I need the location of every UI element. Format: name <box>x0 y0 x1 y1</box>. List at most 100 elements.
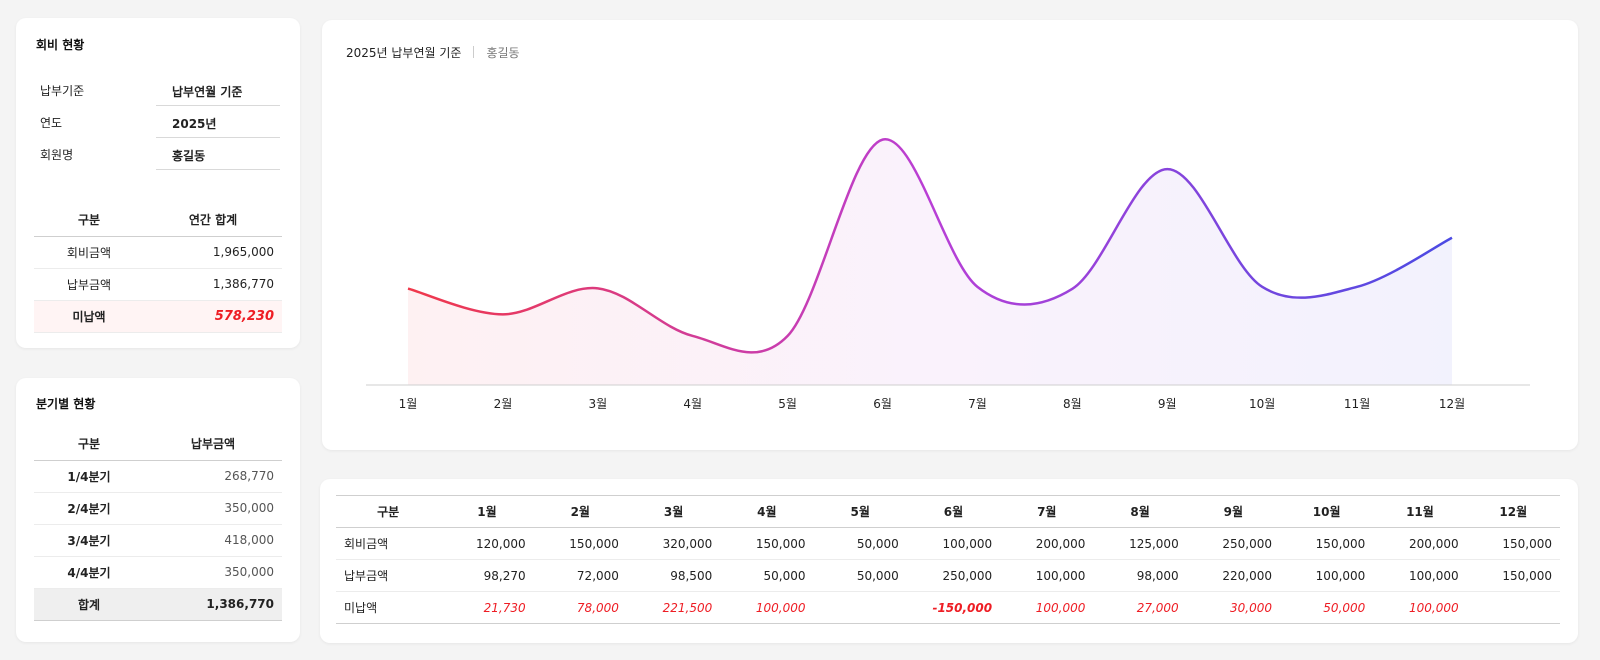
x-tick-label: 6월 <box>873 397 892 411</box>
info-value: 납부연월 기준 <box>156 74 280 106</box>
monthly-card: 구분 1월 2월 3월 4월 5월 6월 7월 8월 9월 10월 11월 12월 회비금액 120,00… <box>320 479 1578 643</box>
x-tick-label: 8월 <box>1063 397 1082 411</box>
x-tick-label: 2월 <box>494 397 513 411</box>
x-tick-label: 3월 <box>588 397 607 411</box>
month-cell: 221,500 <box>626 591 721 624</box>
table-row: 3/4분기 418,000 <box>34 524 282 557</box>
data-point[interactable] <box>1260 285 1264 289</box>
row-label: 1/4분기 <box>34 460 144 493</box>
row-label: 4/4분기 <box>34 556 144 589</box>
data-point[interactable] <box>1070 287 1074 291</box>
info-label: 연도 <box>40 116 63 130</box>
month-cell: 150,000 <box>1466 527 1560 560</box>
month-cell: 220,000 <box>1186 559 1280 592</box>
month-cell: 100,000 <box>1000 559 1094 592</box>
x-tick-label: 11월 <box>1344 397 1370 411</box>
x-tick-label: 7월 <box>968 397 987 411</box>
unpaid-total-value: 578,230 <box>144 300 282 333</box>
x-tick-label: 12월 <box>1439 397 1465 411</box>
month-cell: -150,000 <box>906 591 1001 624</box>
x-tick-label: 4월 <box>683 397 702 411</box>
col-header-month: 4월 <box>720 495 814 528</box>
table-row: 4/4분기 350,000 <box>34 556 282 589</box>
month-cell: 150,000 <box>1466 559 1560 592</box>
month-cell: 21,730 <box>440 591 534 624</box>
x-tick-label: 1월 <box>399 397 418 411</box>
col-header: 구분 <box>34 204 144 237</box>
row-value: 350,000 <box>144 492 282 525</box>
col-header-month: 12월 <box>1466 495 1560 528</box>
data-point[interactable] <box>786 334 790 338</box>
data-point[interactable] <box>1450 236 1454 240</box>
data-point[interactable] <box>406 287 410 291</box>
x-tick-label: 10월 <box>1249 397 1275 411</box>
month-cell: 98,270 <box>440 559 534 592</box>
month-cell: 100,000 <box>1373 591 1467 624</box>
month-cell: 50,000 <box>813 527 907 560</box>
col-header: 납부금액 <box>144 428 282 461</box>
chart-member: 홍길동 <box>486 46 520 60</box>
info-label: 회원명 <box>40 148 74 162</box>
month-cell: 72,000 <box>533 559 627 592</box>
monthly-table: 구분 1월 2월 3월 4월 5월 6월 7월 8월 9월 10월 11월 12월 회비금액 120,00… <box>336 495 1560 624</box>
table-row-unpaid: 미납액 578,230 <box>34 300 282 333</box>
col-header-month: 6월 <box>906 495 1001 528</box>
total-row: 합계 1,386,770 <box>34 588 282 621</box>
month-cell: 200,000 <box>1373 527 1467 560</box>
data-point[interactable] <box>881 138 885 142</box>
data-point[interactable] <box>596 286 600 290</box>
data-point[interactable] <box>691 334 695 338</box>
table-row: 회비금액 1,965,000 <box>34 236 282 269</box>
info-label: 납부기준 <box>40 84 85 98</box>
summary-table: 구분 연간 합계 회비금액 1,965,000 납부금액 1,386,770 미… <box>34 204 282 333</box>
month-cell <box>813 591 907 624</box>
series-area <box>408 139 1452 385</box>
quarterly-title: 분기별 현황 <box>36 397 96 411</box>
month-cell: 27,000 <box>1093 591 1187 624</box>
month-cell <box>1466 591 1560 624</box>
row-value: 418,000 <box>144 524 282 557</box>
month-cell: 120,000 <box>440 527 534 560</box>
month-cell: 50,000 <box>813 559 907 592</box>
data-point[interactable] <box>1165 167 1169 171</box>
row-label: 납부금액 <box>34 268 144 301</box>
col-header: 연간 합계 <box>144 204 282 237</box>
month-cell: 150,000 <box>720 527 814 560</box>
data-point[interactable] <box>975 285 979 289</box>
row-value: 350,000 <box>144 556 282 589</box>
table-row: 회비금액 120,000 150,000 320,000 150,000 50,000 10… <box>336 527 1560 560</box>
row-value: 1,965,000 <box>144 236 282 269</box>
month-cell: 100,000 <box>1373 559 1467 592</box>
month-cell: 98,000 <box>1093 559 1187 592</box>
row-label: 3/4분기 <box>34 524 144 557</box>
row-label: 미납액 <box>336 591 441 624</box>
col-header: 구분 <box>34 428 144 461</box>
row-label: 납부금액 <box>336 559 441 592</box>
col-header-month: 8월 <box>1093 495 1187 528</box>
month-cell: 250,000 <box>906 559 1001 592</box>
series-line <box>407 138 1453 354</box>
quarterly-table: 구분 납부금액 1/4분기 268,770 2/4분기 350,000 3/4분… <box>34 428 282 621</box>
table-row: 1/4분기 268,770 <box>34 460 282 493</box>
chart-card: 2025년 납부연월 기준 홍길동 1월 2월 3월 4월 5월 6월 7월 8월 9월 10월 11… <box>322 20 1578 450</box>
month-cell: 100,000 <box>720 591 814 624</box>
data-point[interactable] <box>501 312 505 316</box>
col-header-month: 9월 <box>1186 495 1280 528</box>
col-header-month: 1월 <box>440 495 534 528</box>
info-value: 홍길동 <box>156 138 280 170</box>
col-header-month: 10월 <box>1280 495 1374 528</box>
data-point[interactable] <box>1355 285 1359 289</box>
summary-title: 회비 현황 <box>36 38 85 52</box>
table-row: 미납액 21,730 78,000 221,500 100,000 -150,000 100… <box>336 591 1560 624</box>
chart-basis: 2025년 납부연월 기준 <box>346 46 462 60</box>
month-cell: 100,000 <box>1280 559 1374 592</box>
col-header-category: 구분 <box>336 495 441 528</box>
month-cell: 50,000 <box>1280 591 1374 624</box>
row-label: 회비금액 <box>336 527 441 560</box>
row-label: 미납액 <box>34 300 144 333</box>
row-value: 1,386,770 <box>144 268 282 301</box>
summary-card: 회비 현황 납부기준 납부연월 기준 연도 2025년 회원명 홍길동 구분 연… <box>16 18 300 348</box>
total-label: 합계 <box>34 588 144 621</box>
info-row-year: 연도 2025년 <box>40 106 280 138</box>
month-cell: 98,500 <box>626 559 721 592</box>
